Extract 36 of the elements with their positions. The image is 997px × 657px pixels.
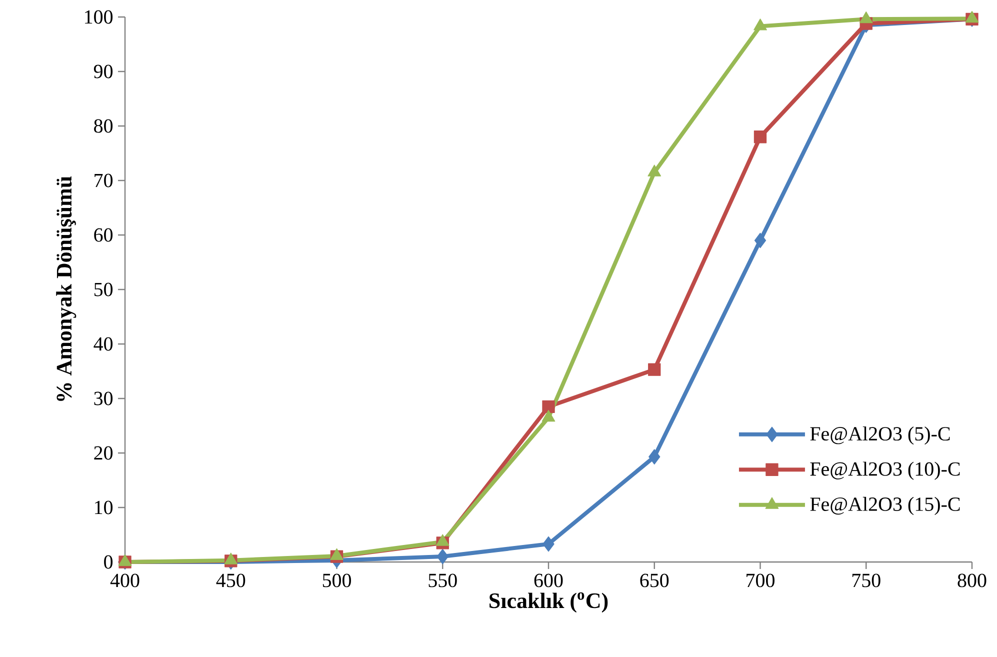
point [648, 449, 660, 464]
point [965, 10, 979, 23]
x-tick-label: 750 [852, 574, 880, 588]
x-tick-label: 400 [110, 574, 140, 588]
x-tick-label: 500 [322, 574, 351, 588]
legend-label: Fe@Al2O3 (10)-C [810, 462, 960, 480]
point [754, 18, 767, 30]
x-tick-label: 800 [958, 574, 986, 588]
y-tick-label: 50 [94, 282, 113, 296]
y-tick-label: 70 [94, 174, 113, 188]
x-tick-label: 450 [216, 574, 246, 588]
x-tick-label: 700 [746, 574, 774, 588]
legend-label: Fe@Al2O3 (15)-C [810, 496, 960, 516]
y-tick-label: 60 [94, 228, 113, 242]
y-tick-label: 0 [104, 555, 113, 569]
y-tick-label: 30 [94, 392, 113, 406]
y-tick-label: 10 [95, 500, 113, 514]
point [542, 536, 554, 552]
point [754, 130, 767, 144]
x-tick-label: 650 [640, 574, 669, 588]
y-tick-label: 80 [94, 119, 113, 133]
point [754, 232, 766, 248]
x-tick-label: 550 [428, 574, 457, 588]
y-tick-label: 90 [94, 64, 113, 78]
legend-label: Fe@Al2O3 (5)-C [810, 426, 950, 445]
x-axis-title: Sıcaklık ($^{o}$C) [490, 592, 608, 613]
y-tick-label: 100 [85, 10, 113, 24]
point [436, 548, 448, 564]
y-tick-label: 40 [94, 337, 113, 351]
point [648, 164, 662, 176]
point [648, 363, 661, 376]
x-tick-label: 600 [534, 574, 563, 588]
point [859, 12, 873, 24]
point [542, 400, 555, 413]
y-axis-title: % Amonyak Dönüşümü [56, 176, 76, 401]
y-tick-label: 20 [94, 446, 113, 460]
